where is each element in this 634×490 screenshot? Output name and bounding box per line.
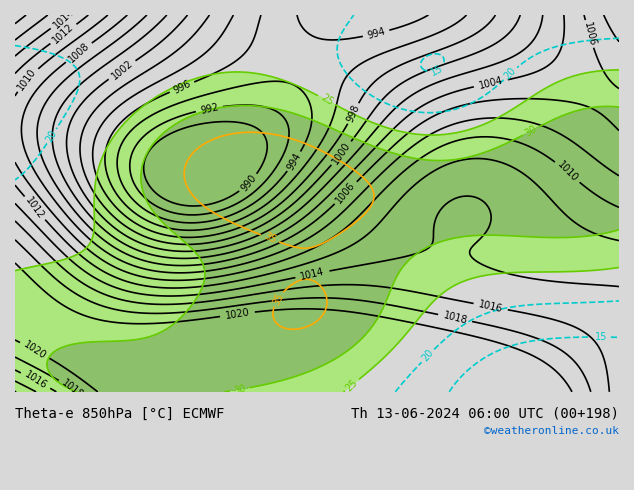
Text: 20: 20: [44, 128, 59, 144]
Text: 30: 30: [523, 123, 539, 139]
Text: 30: 30: [233, 383, 247, 395]
Text: 1012: 1012: [23, 195, 46, 221]
Text: 1002: 1002: [109, 58, 134, 82]
Text: 1006: 1006: [334, 180, 358, 205]
Text: 998: 998: [345, 103, 361, 124]
Text: 25: 25: [319, 93, 335, 108]
Text: 1010: 1010: [16, 67, 39, 93]
Text: 994: 994: [285, 151, 303, 172]
Text: 1010: 1010: [555, 160, 579, 184]
Text: 994: 994: [366, 26, 386, 41]
Text: 35: 35: [262, 231, 278, 245]
Text: 15: 15: [429, 63, 444, 77]
Text: 1014: 1014: [299, 267, 325, 282]
Text: 990: 990: [239, 172, 259, 193]
Text: 1012: 1012: [51, 22, 76, 46]
Text: ©weatheronline.co.uk: ©weatheronline.co.uk: [484, 426, 619, 436]
Text: 1016: 1016: [477, 299, 504, 314]
Text: 20: 20: [420, 348, 436, 364]
Text: 1020: 1020: [22, 339, 48, 361]
Text: 1004: 1004: [477, 75, 504, 91]
Text: 1000: 1000: [330, 140, 353, 166]
Text: 1008: 1008: [67, 41, 91, 65]
Text: 1006: 1006: [581, 21, 597, 47]
Text: 1018: 1018: [60, 378, 86, 400]
Text: 996: 996: [171, 78, 192, 96]
Text: 35: 35: [271, 291, 285, 307]
Text: 1020: 1020: [224, 307, 250, 321]
Text: 15: 15: [595, 332, 607, 342]
Text: 1018: 1018: [442, 310, 468, 326]
Text: 1014: 1014: [51, 7, 76, 31]
Text: 20: 20: [503, 66, 518, 82]
Text: Th 13-06-2024 06:00 UTC (00+198): Th 13-06-2024 06:00 UTC (00+198): [351, 407, 619, 421]
Text: 25: 25: [344, 377, 360, 393]
Text: Theta-e 850hPa [°C] ECMWF: Theta-e 850hPa [°C] ECMWF: [15, 407, 224, 421]
Text: 1016: 1016: [23, 369, 49, 392]
Text: 992: 992: [199, 102, 219, 116]
